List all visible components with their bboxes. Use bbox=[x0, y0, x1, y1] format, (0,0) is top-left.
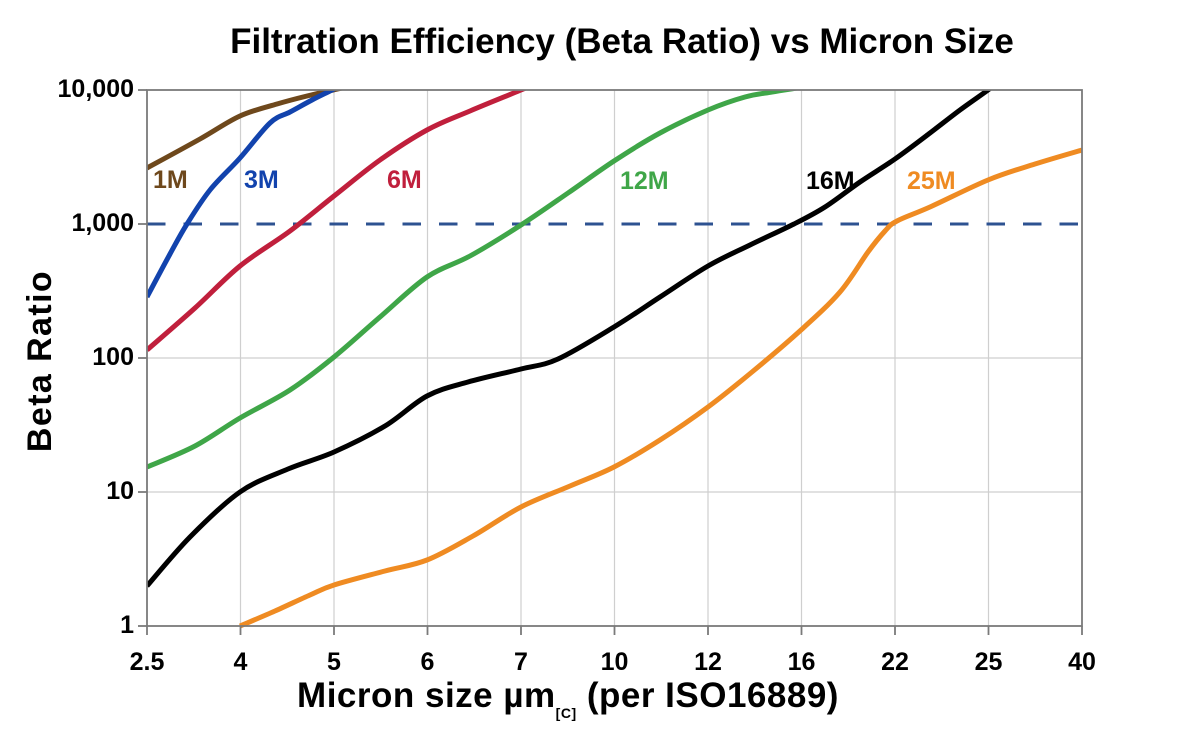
svg-text:6: 6 bbox=[421, 648, 435, 676]
svg-text:6M: 6M bbox=[387, 166, 422, 194]
svg-text:25: 25 bbox=[975, 648, 1003, 676]
svg-text:7: 7 bbox=[514, 648, 528, 676]
svg-text:Beta Ratio: Beta Ratio bbox=[21, 270, 59, 452]
svg-text:2.5: 2.5 bbox=[130, 648, 165, 676]
svg-text:1M: 1M bbox=[153, 166, 188, 194]
svg-text:16: 16 bbox=[788, 648, 816, 676]
svg-text:1: 1 bbox=[120, 611, 134, 639]
svg-text:1,000: 1,000 bbox=[71, 209, 134, 237]
svg-text:10: 10 bbox=[106, 477, 134, 505]
svg-text:10,000: 10,000 bbox=[58, 75, 134, 103]
svg-text:16M: 16M bbox=[806, 167, 855, 195]
svg-text:10: 10 bbox=[601, 648, 629, 676]
svg-text:3M: 3M bbox=[244, 166, 279, 194]
svg-text:100: 100 bbox=[92, 343, 134, 371]
svg-text:22: 22 bbox=[881, 648, 909, 676]
svg-text:12: 12 bbox=[694, 648, 722, 676]
svg-text:12M: 12M bbox=[620, 167, 669, 195]
svg-text:40: 40 bbox=[1068, 648, 1096, 676]
svg-text:Filtration Efficiency (Beta Ra: Filtration Efficiency (Beta Ratio) vs Mi… bbox=[230, 22, 1014, 61]
svg-text:5: 5 bbox=[327, 648, 341, 676]
svg-text:4: 4 bbox=[234, 648, 248, 676]
svg-text:25M: 25M bbox=[907, 167, 956, 195]
